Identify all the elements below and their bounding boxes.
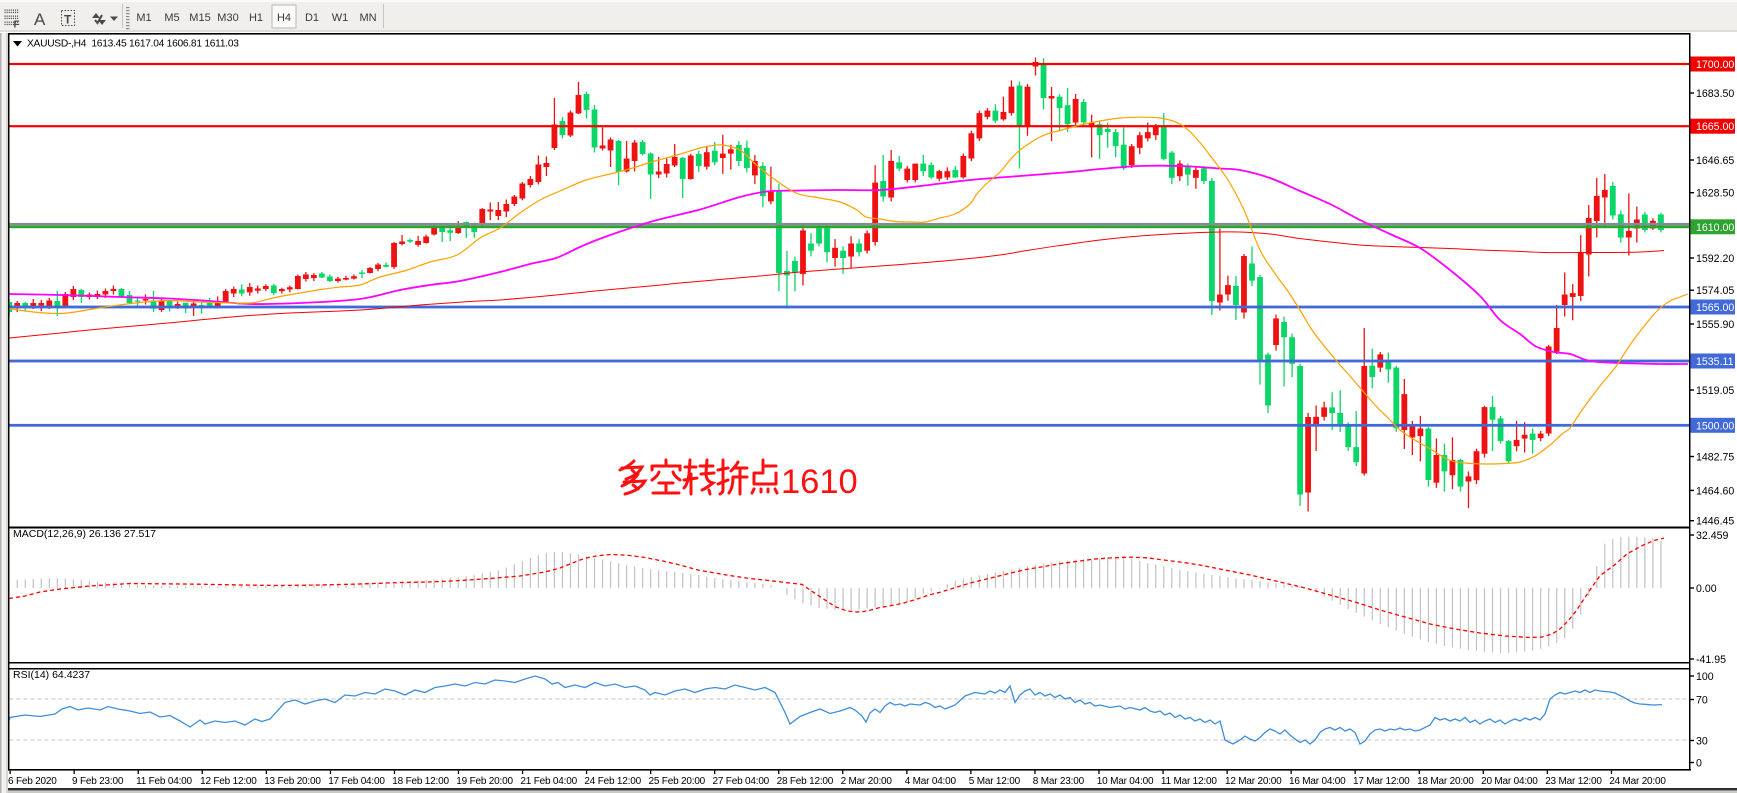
svg-text:1574.05: 1574.05 — [1696, 285, 1734, 297]
svg-text:11 Mar 12:00: 11 Mar 12:00 — [1161, 776, 1217, 787]
svg-text:T: T — [64, 13, 72, 27]
svg-text:A: A — [34, 10, 46, 29]
svg-text:24 Feb 12:00: 24 Feb 12:00 — [584, 776, 641, 787]
svg-text:H1: H1 — [249, 12, 263, 24]
svg-text:H4: H4 — [277, 12, 291, 24]
svg-text:1628.50: 1628.50 — [1696, 188, 1734, 200]
svg-text:28 Feb 12:00: 28 Feb 12:00 — [777, 776, 834, 787]
svg-text:RSI(14) 64.4237: RSI(14) 64.4237 — [13, 669, 90, 681]
svg-text:1482.75: 1482.75 — [1696, 452, 1734, 464]
svg-text:25 Feb 20:00: 25 Feb 20:00 — [649, 776, 706, 787]
svg-text:24 Mar 20:00: 24 Mar 20:00 — [1609, 776, 1666, 787]
svg-text:1610: 1610 — [781, 463, 858, 501]
svg-text:27 Feb 04:00: 27 Feb 04:00 — [713, 776, 770, 787]
svg-text:23 Mar 12:00: 23 Mar 12:00 — [1545, 776, 1602, 787]
svg-text:2 Mar 20:00: 2 Mar 20:00 — [841, 776, 893, 787]
svg-text:M1: M1 — [136, 12, 151, 24]
svg-text:M15: M15 — [189, 12, 210, 24]
svg-text:0.00: 0.00 — [1696, 583, 1717, 595]
svg-text:-41.95: -41.95 — [1696, 654, 1726, 666]
svg-text:MN: MN — [359, 12, 376, 24]
svg-text:16 Mar 04:00: 16 Mar 04:00 — [1289, 776, 1346, 787]
svg-text:1464.60: 1464.60 — [1696, 485, 1734, 497]
svg-text:17 Mar 12:00: 17 Mar 12:00 — [1353, 776, 1410, 787]
svg-text:100: 100 — [1696, 671, 1714, 683]
svg-text:1592.20: 1592.20 — [1696, 253, 1734, 265]
svg-text:17 Feb 04:00: 17 Feb 04:00 — [328, 776, 385, 787]
svg-text:11 Feb 04:00: 11 Feb 04:00 — [136, 776, 192, 787]
svg-text:M30: M30 — [217, 12, 238, 24]
svg-text:0: 0 — [1696, 758, 1702, 770]
svg-text:19 Feb 20:00: 19 Feb 20:00 — [456, 776, 513, 787]
svg-text:W1: W1 — [332, 12, 349, 24]
svg-text:1519.05: 1519.05 — [1696, 385, 1734, 397]
svg-text:1555.90: 1555.90 — [1696, 319, 1734, 331]
svg-text:1535.11: 1535.11 — [1696, 356, 1734, 368]
svg-text:D1: D1 — [305, 12, 319, 24]
svg-text:6 Feb 2020: 6 Feb 2020 — [8, 776, 57, 787]
svg-text:1500.00: 1500.00 — [1696, 420, 1734, 432]
svg-text:1446.45: 1446.45 — [1696, 516, 1734, 528]
svg-text:F: F — [14, 20, 20, 31]
svg-text:12 Feb 12:00: 12 Feb 12:00 — [200, 776, 257, 787]
svg-text:4 Mar 04:00: 4 Mar 04:00 — [905, 776, 957, 787]
svg-text:21 Feb 04:00: 21 Feb 04:00 — [520, 776, 577, 787]
svg-text:1646.65: 1646.65 — [1696, 155, 1734, 167]
svg-text:9 Feb 23:00: 9 Feb 23:00 — [72, 776, 124, 787]
svg-text:10 Mar 04:00: 10 Mar 04:00 — [1097, 776, 1154, 787]
svg-text:5 Mar 12:00: 5 Mar 12:00 — [969, 776, 1021, 787]
svg-text:1610.00: 1610.00 — [1696, 222, 1734, 234]
svg-text:MACD(12,26,9) 26.136 27.517: MACD(12,26,9) 26.136 27.517 — [13, 528, 156, 540]
svg-text:30: 30 — [1696, 736, 1708, 748]
svg-text:70: 70 — [1696, 695, 1708, 707]
svg-text:1665.00: 1665.00 — [1696, 121, 1734, 133]
svg-text:18 Mar 20:00: 18 Mar 20:00 — [1417, 776, 1474, 787]
svg-text:1565.00: 1565.00 — [1696, 302, 1734, 314]
svg-text:12 Mar 20:00: 12 Mar 20:00 — [1225, 776, 1282, 787]
svg-text:13 Feb 20:00: 13 Feb 20:00 — [264, 776, 321, 787]
svg-text:M5: M5 — [164, 12, 179, 24]
svg-text:1683.50: 1683.50 — [1696, 88, 1734, 100]
svg-text:20 Mar 04:00: 20 Mar 04:00 — [1481, 776, 1538, 787]
svg-text:8 Mar 23:00: 8 Mar 23:00 — [1033, 776, 1085, 787]
svg-text:XAUUSD-,H4 1613.45 1617.04 16: XAUUSD-,H4 1613.45 1617.04 1606.81 1611.… — [27, 39, 239, 50]
svg-text:18 Feb 12:00: 18 Feb 12:00 — [392, 776, 449, 787]
svg-text:1700.00: 1700.00 — [1696, 59, 1734, 71]
svg-text:32.459: 32.459 — [1696, 530, 1729, 542]
